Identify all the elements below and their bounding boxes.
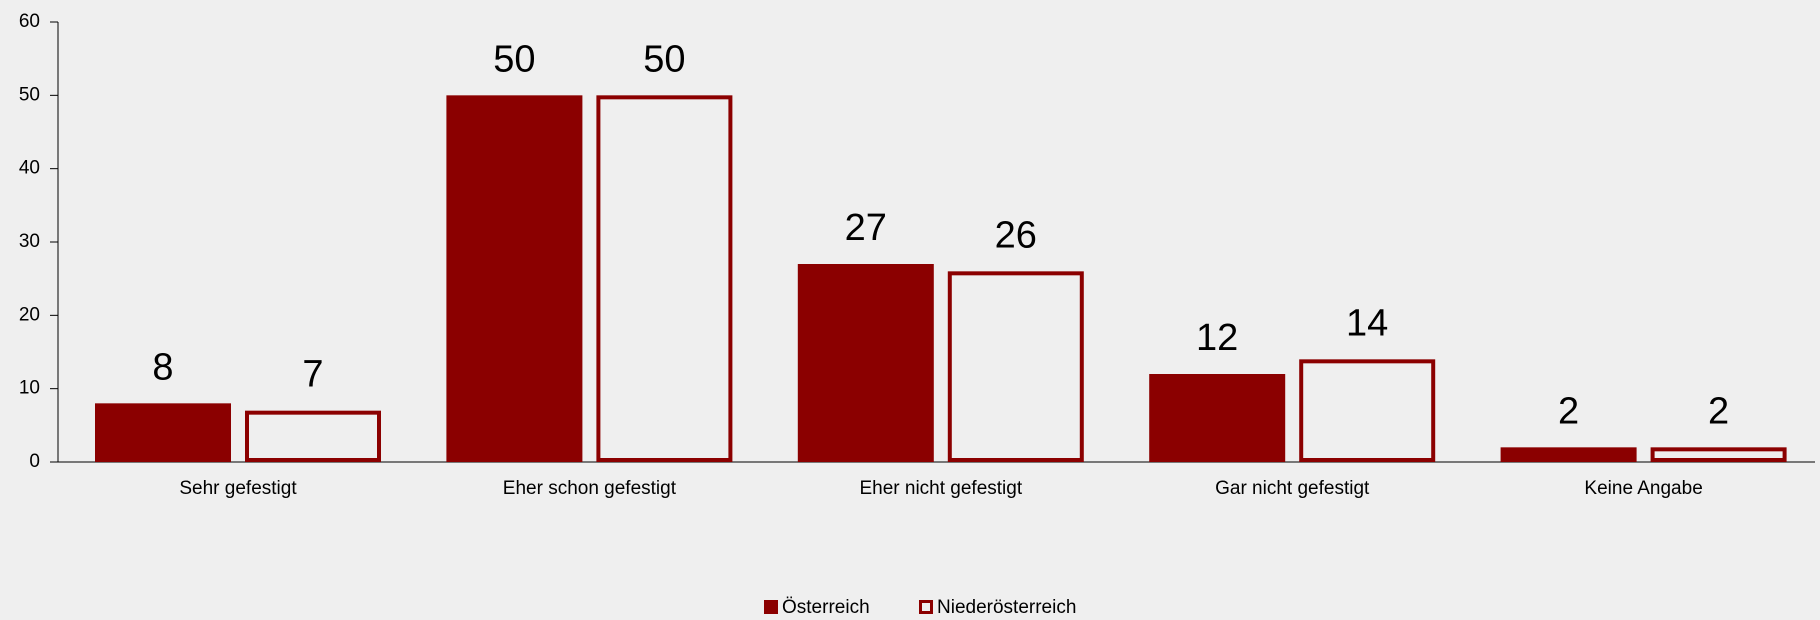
- x-tick-label: Keine Angabe: [1584, 478, 1702, 499]
- value-label: 2: [1558, 390, 1579, 432]
- value-label: 7: [302, 354, 323, 396]
- x-tick-label: Sehr gefestigt: [179, 478, 297, 499]
- value-label: 12: [1196, 317, 1238, 359]
- x-tick-label: Eher nicht gefestigt: [859, 478, 1022, 499]
- x-tick-label: Gar nicht gefestigt: [1215, 478, 1370, 499]
- bar: [1650, 447, 1787, 463]
- y-tick-label: 50: [19, 84, 40, 105]
- value-label: 27: [845, 207, 887, 249]
- bar: [95, 403, 231, 462]
- bar: [1500, 447, 1637, 462]
- y-tick-label: 60: [19, 11, 40, 32]
- y-tick-label: 20: [19, 304, 40, 325]
- value-label: 26: [995, 214, 1037, 256]
- bar: [245, 410, 381, 462]
- bar: [797, 264, 934, 462]
- value-label: 14: [1346, 302, 1388, 344]
- bar: [1299, 359, 1436, 463]
- x-tick-label: Eher schon gefestigt: [503, 478, 677, 499]
- y-tick-label: 10: [19, 378, 40, 399]
- bar: [596, 95, 733, 462]
- legend-marker: [919, 600, 933, 614]
- y-tick-label: 40: [19, 158, 40, 179]
- bar: [446, 95, 583, 462]
- legend-marker: [764, 600, 778, 614]
- value-label: 8: [152, 346, 173, 388]
- bar: [1149, 374, 1286, 462]
- value-label: 2: [1708, 390, 1729, 432]
- value-label: 50: [493, 38, 535, 80]
- bar: [947, 271, 1084, 463]
- y-tick-label: 30: [19, 231, 40, 252]
- value-label: 50: [643, 38, 685, 80]
- legend-label: Niederösterreich: [937, 597, 1076, 618]
- y-tick-label: 0: [29, 451, 40, 472]
- legend-label: Österreich: [782, 597, 870, 618]
